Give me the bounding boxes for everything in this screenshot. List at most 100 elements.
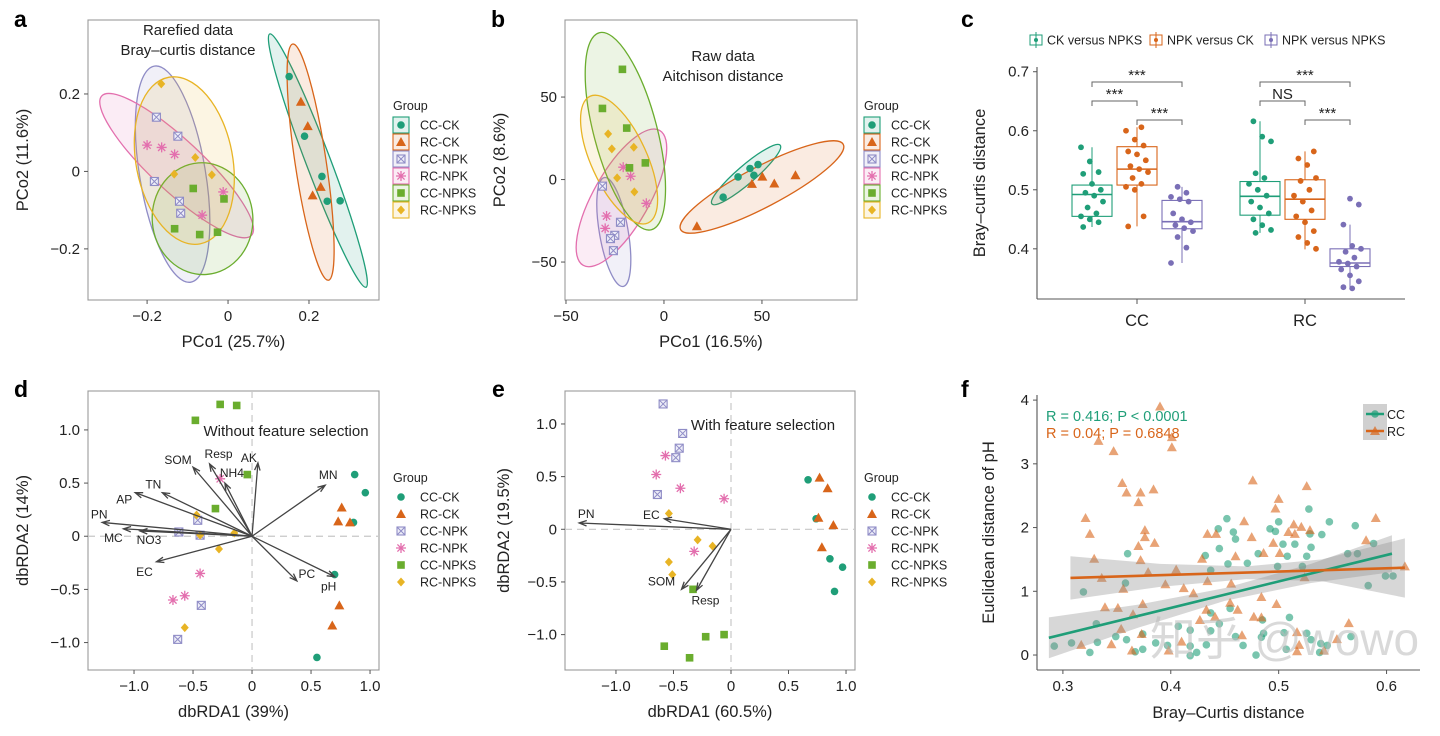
data-point-rc-npks [664, 557, 673, 567]
jitter-point [1080, 170, 1087, 177]
marker-triangle [1299, 572, 1310, 582]
marker-dot [1239, 641, 1247, 650]
jitter-point [1355, 201, 1362, 208]
data-point-cc [1186, 642, 1194, 650]
x-tick-label: −1.0 [119, 678, 149, 695]
x-axis-title: Bray–Curtis distance [1152, 704, 1304, 722]
legend-item-cc-ck: CC-CK [397, 491, 460, 505]
y-axis-title: dbRDA2 (14%) [14, 475, 32, 586]
data-point-cc-npks [211, 504, 220, 513]
y-tick-label: −50 [532, 254, 557, 271]
legend: Group CC-CK RC-CK CC-NPK RC-NPK CC-NPKS RC-NPK… [864, 471, 947, 590]
marker-triangle [1108, 446, 1119, 456]
marker-triangle [1089, 553, 1100, 563]
marker-asterisk [215, 473, 226, 484]
legend-marker [396, 509, 406, 518]
data-point-rc [1163, 645, 1174, 655]
marker-dot [350, 470, 359, 479]
marker-diamond [630, 187, 639, 197]
data-point-rc-ck [814, 472, 825, 482]
panel-label: f [961, 376, 969, 402]
biplot-arrow-label: MC [104, 531, 123, 545]
jitter-point [1125, 223, 1132, 230]
marker-diamond [708, 541, 717, 551]
data-point-cc-npk [671, 453, 681, 463]
marker-triangle [1133, 497, 1144, 507]
data-point-rc-npk [169, 149, 180, 160]
x-tick-label: 0.6 [1376, 678, 1397, 695]
data-point-rc-npks [607, 144, 616, 154]
x-tick-label: 1.0 [836, 678, 857, 695]
watermark: 知乎 @wowo [1150, 613, 1419, 665]
biplot-arrow [251, 535, 337, 578]
marker-triangle [1080, 513, 1091, 523]
marker-triangle [1136, 628, 1147, 638]
marker-dot [1186, 626, 1194, 634]
jitter-point [1086, 158, 1093, 165]
marker-cross [653, 490, 662, 499]
legend-label: RC-NPK [891, 542, 940, 556]
panel-label: c [961, 6, 974, 32]
legend-label: CC-NPK [420, 153, 469, 167]
y-tick-label: 0 [72, 528, 80, 545]
x-tick-label: −1.0 [601, 678, 631, 695]
jitter-point [1344, 260, 1351, 267]
significance-label: *** [1106, 86, 1124, 103]
marker-dot [1291, 540, 1299, 548]
data-point-cc [1285, 613, 1294, 622]
marker-dot [1231, 535, 1240, 543]
marker-triangle [867, 509, 877, 518]
marker-triangle [1232, 604, 1243, 614]
y-tick-label: 50 [540, 89, 557, 106]
marker-dot [1343, 549, 1352, 558]
y-axis-title: PCo2 (8.6%) [491, 113, 509, 207]
marker-dot [1223, 514, 1231, 523]
data-point-cc [1280, 628, 1288, 637]
marker-asterisk [179, 590, 190, 601]
data-point-cc [1224, 560, 1232, 568]
jitter-point [1252, 170, 1259, 177]
y-axis-title: dbRDA2 (19.5%) [495, 468, 513, 593]
marker-triangle [302, 121, 313, 131]
jitter-point [1095, 169, 1102, 175]
marker-triangle [1318, 645, 1329, 655]
jitter-point [1086, 216, 1093, 223]
legend-item-rc-ck: RC-CK [867, 508, 931, 522]
marker-triangle [1116, 623, 1127, 633]
jitter-point [1131, 186, 1138, 193]
jitter-point [1174, 183, 1181, 190]
data-point-rc [1135, 487, 1146, 497]
marker-triangle [691, 221, 702, 231]
jitter-point [1295, 155, 1302, 162]
marker-triangle [1247, 475, 1258, 485]
jitter-point [1347, 272, 1353, 279]
plot-annotation: Aitchison distance [663, 68, 784, 85]
marker-triangle [1126, 645, 1137, 655]
data-point-rc [1274, 548, 1285, 558]
marker-triangle [1084, 528, 1095, 538]
data-point-cc-npk [652, 489, 662, 500]
biplot-arrow [133, 491, 253, 537]
marker-triangle [757, 171, 768, 181]
marker-asterisk [625, 171, 636, 182]
data-point-cc-ck [830, 587, 839, 596]
data-point-rc [1239, 516, 1250, 526]
data-point-cc-ck [719, 193, 727, 202]
marker-diamond [868, 577, 876, 587]
data-point-rc-ck [333, 516, 344, 526]
data-point-rc-npks [664, 508, 673, 518]
data-point-cc-ck [734, 173, 742, 181]
data-point-rc-ck [816, 542, 827, 552]
legend-marker [867, 509, 877, 518]
data-point-rc-npk [601, 211, 612, 222]
legend-title: Group [393, 471, 428, 485]
jitter-point [1138, 180, 1145, 187]
marker-triangle [344, 517, 355, 527]
data-point-rc [1118, 583, 1129, 593]
marker-triangle [1171, 564, 1182, 574]
legend-item-cc-ck: CC-CK [868, 491, 931, 505]
significance-label: *** [1151, 105, 1169, 122]
data-point-rc [1273, 493, 1284, 503]
marker-triangle [1210, 611, 1221, 621]
biplot-arrow-label: EC [643, 508, 660, 522]
